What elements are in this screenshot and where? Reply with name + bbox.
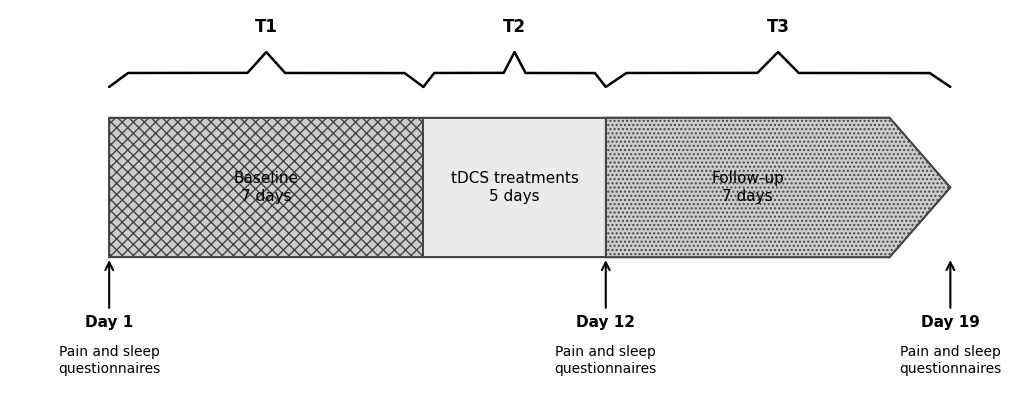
Text: Follow-up
7 days: Follow-up 7 days [711, 171, 784, 204]
Text: Day 1: Day 1 [85, 315, 133, 330]
Text: Day 19: Day 19 [921, 315, 980, 330]
Text: Pain and sleep
questionnaires: Pain and sleep questionnaires [554, 346, 657, 376]
Text: T1: T1 [255, 17, 278, 36]
Text: Day 12: Day 12 [577, 315, 635, 330]
Text: Baseline
7 days: Baseline 7 days [233, 171, 299, 204]
Text: T3: T3 [766, 17, 790, 36]
Polygon shape [109, 118, 423, 257]
Text: T2: T2 [503, 17, 526, 36]
Text: Pain and sleep
questionnaires: Pain and sleep questionnaires [899, 346, 1002, 376]
Polygon shape [423, 118, 605, 257]
Text: Pain and sleep
questionnaires: Pain and sleep questionnaires [58, 346, 160, 376]
Polygon shape [605, 118, 951, 257]
Text: tDCS treatments
5 days: tDCS treatments 5 days [450, 171, 579, 204]
